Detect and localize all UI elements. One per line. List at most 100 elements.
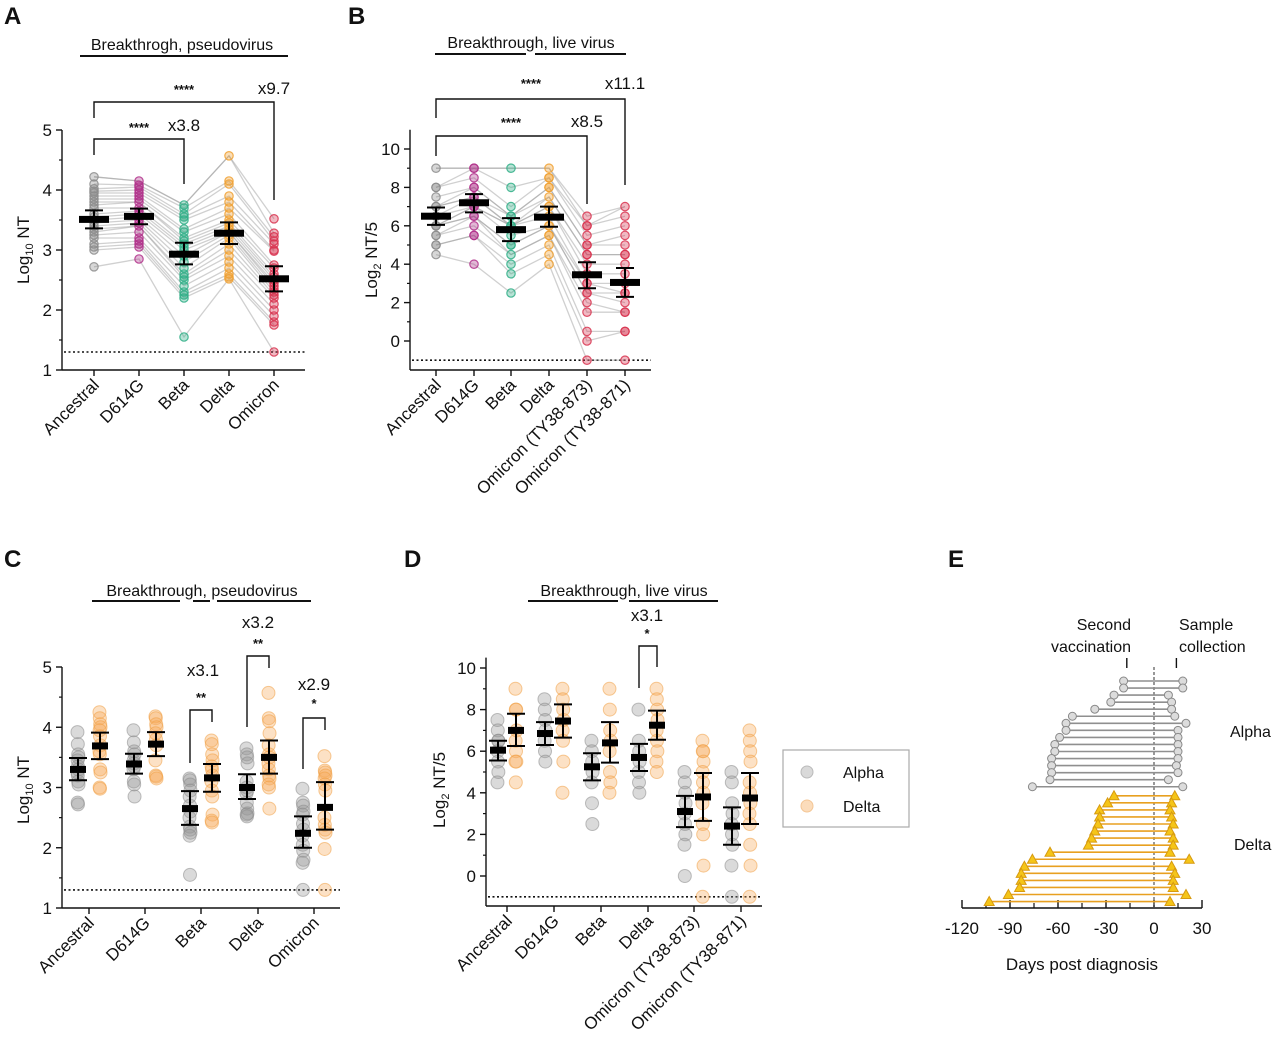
interval-marker-alpha <box>1090 704 1100 714</box>
mean-bar <box>459 199 489 207</box>
paired-line <box>93 225 275 299</box>
comparison-bracket <box>189 709 213 763</box>
panel-d-ylabel: Log2 NT/5 <box>430 752 452 828</box>
fold-change-label: x3.8 <box>168 116 200 135</box>
y-tick-label: 5 <box>43 121 52 140</box>
data-point-delta <box>262 801 277 816</box>
data-point <box>506 163 516 173</box>
data-point-delta <box>317 749 332 764</box>
x-tick-label: D614G <box>511 911 563 963</box>
panel-d-letter: D <box>404 546 421 573</box>
data-point <box>89 245 99 255</box>
paired-line <box>435 196 625 256</box>
data-point <box>544 173 554 183</box>
paired-line <box>94 195 275 252</box>
mean-bar <box>182 805 198 813</box>
y-tick-label: 2 <box>43 839 52 858</box>
panel-b-letter: B <box>348 3 365 30</box>
paired-line <box>435 205 625 285</box>
data-point-delta <box>649 692 664 707</box>
x-tick-label: -60 <box>1046 919 1071 938</box>
interval-marker-delta <box>1164 846 1176 857</box>
data-point-alpha <box>490 775 505 790</box>
data-point <box>544 163 554 173</box>
mean-bar <box>649 721 665 729</box>
interval-marker-alpha <box>1055 732 1065 742</box>
data-point <box>544 182 554 193</box>
interval-marker-delta <box>1018 860 1031 871</box>
group-label-alpha: Alpha <box>1230 724 1271 741</box>
interval-marker-alpha <box>1061 725 1071 735</box>
data-point <box>544 249 554 260</box>
data-point-delta <box>695 889 710 904</box>
paired-line <box>94 192 275 251</box>
mean-bar <box>496 226 526 234</box>
x-tick-label: Delta <box>196 375 238 417</box>
interval-marker-alpha <box>1106 697 1116 707</box>
mean-bar <box>204 774 220 782</box>
mean-bar <box>259 275 289 283</box>
data-point <box>269 317 279 327</box>
x-tick-label: 0 <box>1149 919 1158 938</box>
data-point-delta <box>205 815 219 830</box>
data-point-delta <box>696 827 711 842</box>
data-point <box>582 288 592 298</box>
interval-marker-delta <box>1168 789 1181 801</box>
paired-line <box>93 189 275 245</box>
fold-change-label: x3.2 <box>242 613 274 632</box>
data-point <box>620 307 630 317</box>
mean-bar <box>148 740 164 748</box>
data-point <box>179 332 189 342</box>
data-point <box>89 200 99 210</box>
data-point-alpha <box>632 785 647 800</box>
data-point-delta <box>743 754 758 769</box>
data-point-delta <box>649 681 664 696</box>
comparison-bracket <box>246 655 270 727</box>
paired-line <box>93 225 275 296</box>
data-point-alpha <box>490 713 505 727</box>
significance-stars: **** <box>174 82 195 97</box>
data-point <box>431 249 441 260</box>
panel-e-xlabel: Days post diagnosis <box>1006 955 1158 974</box>
interval-marker-delta <box>1082 839 1095 850</box>
group-label-delta: Delta <box>1234 837 1271 854</box>
data-point-alpha <box>240 809 254 824</box>
panel-d-title: Breakthrough, live virus <box>540 583 707 600</box>
data-point <box>582 355 592 365</box>
paired-line <box>93 180 275 238</box>
data-point-alpha <box>537 692 552 707</box>
fold-change-label: x3.1 <box>187 661 219 680</box>
data-point <box>269 246 279 256</box>
interval-marker-alpha <box>1178 683 1188 693</box>
data-point-alpha <box>584 733 599 748</box>
mean-bar <box>79 215 109 223</box>
paired-line <box>435 215 626 304</box>
data-point-alpha <box>490 723 505 738</box>
data-point <box>469 173 479 183</box>
panel-a-letter: A <box>4 3 21 30</box>
y-tick-label: 6 <box>391 217 400 236</box>
data-point-delta <box>696 754 711 769</box>
mean-bar <box>610 278 640 286</box>
data-point <box>582 336 592 346</box>
data-point-alpha <box>71 797 85 812</box>
data-point <box>224 273 234 284</box>
y-tick-label: 1 <box>43 899 52 918</box>
x-tick-label: Ancestral <box>34 913 98 977</box>
data-point <box>89 172 99 182</box>
panel-c-letter: C <box>4 546 21 573</box>
panel-e-letter: E <box>948 546 964 573</box>
annotation-second-vaccination-line2: vaccination <box>1051 639 1131 656</box>
data-point-delta <box>743 744 758 759</box>
data-point-alpha <box>296 882 310 897</box>
data-point-alpha <box>183 867 197 882</box>
data-point-alpha <box>126 723 141 738</box>
paired-line <box>435 167 626 227</box>
data-point-delta <box>317 841 332 856</box>
y-tick-label: 10 <box>457 659 476 678</box>
interval-marker-delta <box>1108 789 1120 801</box>
interval-marker-delta <box>1165 860 1178 871</box>
y-tick-label: 0 <box>391 332 400 351</box>
y-tick-label: 3 <box>43 241 52 260</box>
mean-bar <box>584 763 600 771</box>
